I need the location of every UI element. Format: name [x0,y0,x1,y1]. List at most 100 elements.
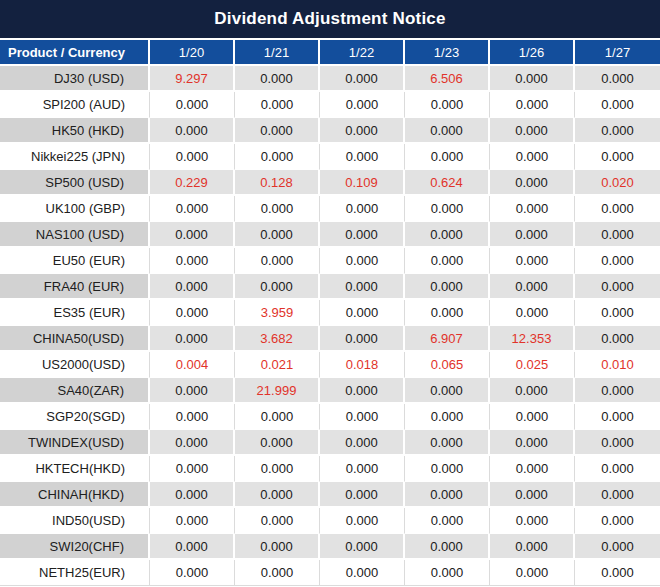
value-cell: 0.000 [575,560,660,586]
value-cell: 0.000 [320,404,405,430]
product-cell: NAS100 (USD) [0,222,150,248]
value-cell: 0.000 [320,66,405,92]
value-cell: 0.000 [405,534,490,560]
value-cell: 0.000 [150,300,235,326]
product-cell: HKTECH(HKD) [0,456,150,482]
date-header: 1/20 [150,40,235,66]
value-cell: 0.000 [320,274,405,300]
product-currency-header: Product / Currency [0,40,150,66]
table-row: FRA40 (EUR)0.0000.0000.0000.0000.0000.00… [0,274,660,300]
value-cell: 0.000 [575,534,660,560]
page-title: Dividend Adjustment Notice [214,9,445,29]
value-cell: 0.004 [150,352,235,378]
value-cell: 0.000 [150,378,235,404]
value-cell: 0.000 [405,404,490,430]
table-row: UK100 (GBP)0.0000.0000.0000.0000.0000.00… [0,196,660,222]
value-cell: 0.000 [235,222,320,248]
value-cell: 0.000 [575,118,660,144]
product-cell: CHINAH(HKD) [0,482,150,508]
value-cell: 0.000 [575,456,660,482]
value-cell: 0.000 [405,300,490,326]
table-row: IND50(USD)0.0000.0000.0000.0000.0000.000 [0,508,660,534]
date-header: 1/22 [320,40,405,66]
dividend-table: Product / Currency 1/201/211/221/231/261… [0,40,660,586]
table-row: US2000(USD)0.0040.0210.0180.0650.0250.01… [0,352,660,378]
value-cell: 21.999 [235,378,320,404]
value-cell: 0.000 [320,560,405,586]
header-row: Product / Currency 1/201/211/221/231/261… [0,40,660,66]
value-cell: 0.000 [575,66,660,92]
value-cell: 0.000 [320,482,405,508]
product-cell: Nikkei225 (JPN) [0,144,150,170]
value-cell: 0.000 [405,560,490,586]
table-row: HKTECH(HKD)0.0000.0000.0000.0000.0000.00… [0,456,660,482]
table-row: Nikkei225 (JPN)0.0000.0000.0000.0000.000… [0,144,660,170]
value-cell: 0.000 [575,482,660,508]
value-cell: 0.000 [575,378,660,404]
value-cell: 0.000 [490,404,575,430]
value-cell: 0.000 [235,66,320,92]
value-cell: 0.000 [235,508,320,534]
value-cell: 0.000 [405,196,490,222]
value-cell: 0.000 [320,300,405,326]
value-cell: 0.000 [490,508,575,534]
value-cell: 0.000 [235,560,320,586]
value-cell: 0.000 [405,508,490,534]
value-cell: 0.000 [490,430,575,456]
value-cell: 0.020 [575,170,660,196]
value-cell: 3.959 [235,300,320,326]
value-cell: 0.000 [150,560,235,586]
value-cell: 0.000 [490,66,575,92]
value-cell: 0.000 [150,430,235,456]
value-cell: 0.000 [490,534,575,560]
value-cell: 0.000 [235,248,320,274]
value-cell: 0.229 [150,170,235,196]
value-cell: 0.000 [235,92,320,118]
date-header: 1/27 [575,40,660,66]
value-cell: 0.000 [575,274,660,300]
value-cell: 0.000 [235,456,320,482]
product-cell: NETH25(EUR) [0,560,150,586]
value-cell: 0.000 [575,144,660,170]
table-row: NETH25(EUR)0.0000.0000.0000.0000.0000.00… [0,560,660,586]
value-cell: 0.065 [405,352,490,378]
value-cell: 0.000 [150,534,235,560]
value-cell: 0.000 [150,92,235,118]
value-cell: 0.000 [490,170,575,196]
table-row: SGP20(SGD)0.0000.0000.0000.0000.0000.000 [0,404,660,430]
value-cell: 0.000 [490,560,575,586]
value-cell: 0.000 [320,534,405,560]
value-cell: 0.000 [490,144,575,170]
value-cell: 0.000 [405,222,490,248]
value-cell: 0.000 [575,326,660,352]
value-cell: 0.000 [405,482,490,508]
value-cell: 0.000 [320,430,405,456]
value-cell: 0.000 [575,430,660,456]
value-cell: 0.000 [575,196,660,222]
product-cell: CHINA50(USD) [0,326,150,352]
value-cell: 0.000 [490,196,575,222]
date-header: 1/26 [490,40,575,66]
product-cell: DJ30 (USD) [0,66,150,92]
value-cell: 0.000 [320,196,405,222]
product-cell: SP500 (USD) [0,170,150,196]
value-cell: 0.000 [235,534,320,560]
value-cell: 0.000 [490,378,575,404]
value-cell: 0.000 [490,118,575,144]
value-cell: 0.000 [150,118,235,144]
value-cell: 0.000 [405,92,490,118]
value-cell: 12.353 [490,326,575,352]
value-cell: 0.000 [235,144,320,170]
product-cell: ES35 (EUR) [0,300,150,326]
table-row: SP500 (USD)0.2290.1280.1090.6240.0000.02… [0,170,660,196]
product-cell: SPI200 (AUD) [0,92,150,118]
value-cell: 0.000 [575,508,660,534]
value-cell: 0.624 [405,170,490,196]
value-cell: 3.682 [235,326,320,352]
product-cell: US2000(USD) [0,352,150,378]
value-cell: 9.297 [150,66,235,92]
table-row: EU50 (EUR)0.0000.0000.0000.0000.0000.000 [0,248,660,274]
value-cell: 0.000 [320,118,405,144]
value-cell: 0.000 [405,118,490,144]
value-cell: 0.000 [575,404,660,430]
